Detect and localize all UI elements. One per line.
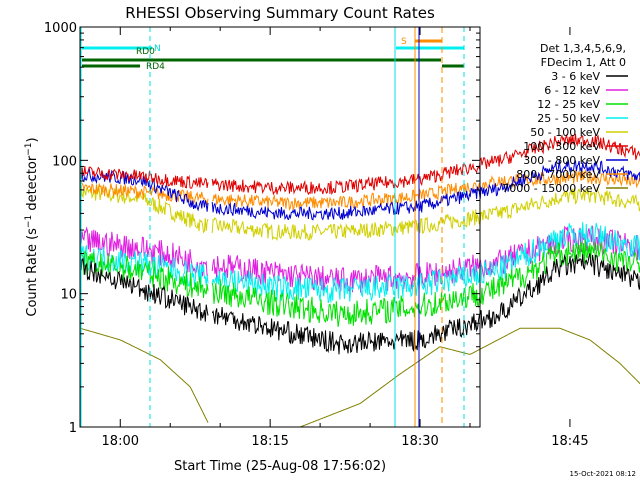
- y-axis-label: Count Rate (s−1 detector−1): [24, 137, 40, 316]
- x-tick-label-3: 18:45: [551, 434, 588, 449]
- flag-label-s: S: [401, 37, 407, 47]
- y-tick-label-1: 10: [60, 288, 77, 303]
- legend-label-0: 3 - 6 keV: [551, 70, 600, 83]
- legend-label-3: 25 - 50 keV: [537, 112, 600, 125]
- x-axis-label: Start Time (25-Aug-08 17:56:02): [174, 459, 386, 474]
- plot-frame: [79, 26, 481, 428]
- legend-label-1: 6 - 12 keV: [544, 84, 600, 97]
- x-tick-label-2: 18:30: [401, 434, 438, 449]
- legend-label-4: 50 - 100 keV: [530, 126, 600, 139]
- legend: Det 1,3,4,5,6,9, FDecim 1, Att 0 3 - 6 k…: [502, 42, 628, 195]
- x-tick-label-0: 18:00: [102, 434, 139, 449]
- plot-marks: [79, 27, 640, 428]
- legend-label-7: 800 - 7000 keV: [516, 168, 600, 181]
- render-timestamp: 15-Oct-2021 08:12: [570, 470, 636, 478]
- y-tick-label-3: 1000: [44, 21, 77, 36]
- flag-label-n: N: [154, 44, 161, 54]
- legend-label-6: 300 - 800 keV: [523, 154, 600, 167]
- legend-label-8: 7000 - 15000 keV: [502, 182, 600, 195]
- series-line-8: [80, 327, 640, 428]
- legend-label-5: 100 - 300 keV: [523, 140, 600, 153]
- x-tick-label-1: 18:15: [251, 434, 288, 449]
- legend-header-fdecim: FDecim 1, Att 0: [541, 56, 626, 69]
- series-line-5: [79, 133, 640, 196]
- series-line-0: [79, 253, 640, 355]
- legend-header-detectors: Det 1,3,4,5,6,9,: [540, 42, 626, 55]
- y-tick-label-2: 100: [52, 154, 77, 169]
- attenuator-label-rd4: RD4: [146, 62, 165, 72]
- legend-label-2: 12 - 25 keV: [537, 98, 600, 111]
- attenuator-label-rd0: RD0: [136, 47, 155, 57]
- axis-ticks: 18:0018:1518:3018:4519:0019:1519:3011010…: [44, 21, 589, 449]
- series-line-2: [79, 239, 640, 327]
- y-tick-label-0: 1: [69, 421, 77, 436]
- chart-title: RHESSI Observing Summary Count Rates: [125, 4, 435, 22]
